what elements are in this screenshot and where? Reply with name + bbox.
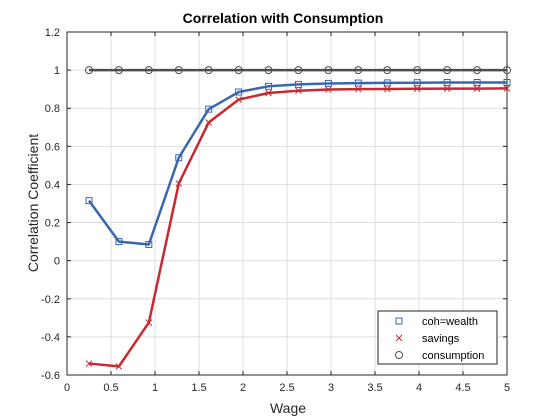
x-tick-label: 4 xyxy=(416,382,422,394)
y-tick-label: 1 xyxy=(54,65,60,77)
series-consumption xyxy=(86,67,511,74)
x-tick-label: 0 xyxy=(64,382,70,394)
y-tick-label: -0.2 xyxy=(41,294,60,306)
legend-label: coh=wealth xyxy=(422,316,478,328)
x-tick-label: 3.5 xyxy=(367,382,382,394)
y-tick-label: -0.6 xyxy=(41,370,60,382)
legend: coh=wealth savings consumption xyxy=(378,311,497,364)
y-tick-label: 0.4 xyxy=(45,179,60,191)
x-tick-label: 2 xyxy=(240,382,246,394)
x-tick-label: 4.5 xyxy=(455,382,470,394)
legend-label: consumption xyxy=(422,350,484,362)
y-tick-label: 0.2 xyxy=(45,218,60,230)
x-tick-label: 5 xyxy=(504,382,510,394)
chart-title: Correlation with Consumption xyxy=(183,10,384,26)
x-tick-label: 1.5 xyxy=(191,382,206,394)
x-tick-label: 0.5 xyxy=(103,382,118,394)
x-tick-label: 2.5 xyxy=(279,382,294,394)
legend-label: savings xyxy=(422,333,460,345)
y-tick-label: 0.6 xyxy=(45,141,60,153)
y-tick-label: 1.2 xyxy=(45,27,60,39)
y-axis-label: Correlation Coefficient xyxy=(25,134,41,272)
x-axis-label: Wage xyxy=(270,400,306,416)
y-tick-label: 0 xyxy=(54,256,60,268)
series-line xyxy=(89,82,507,244)
y-tick-label: 0.8 xyxy=(45,103,60,115)
x-tick-label: 3 xyxy=(328,382,334,394)
x-tick-label: 1 xyxy=(152,382,158,394)
y-tick-label: -0.4 xyxy=(41,332,60,344)
